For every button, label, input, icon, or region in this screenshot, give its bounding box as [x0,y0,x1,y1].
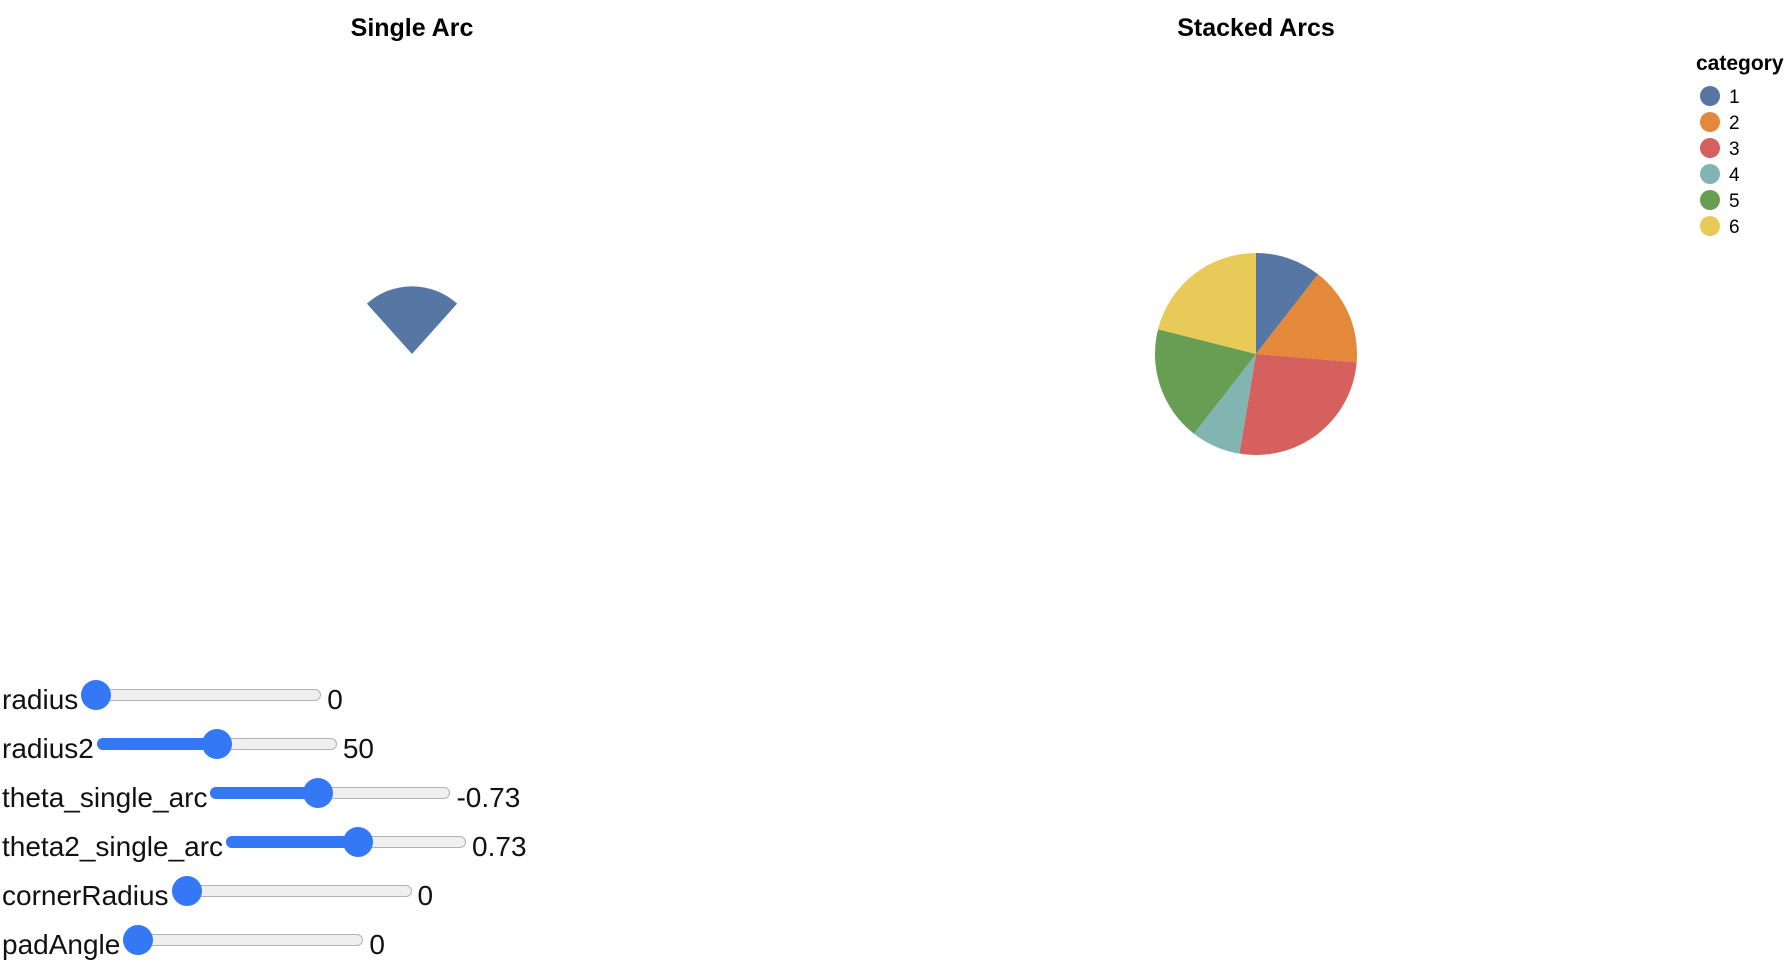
slider-track [171,884,412,897]
slider-fill [96,737,217,750]
legend-swatch-1 [1700,86,1720,106]
radius2-slider[interactable] [96,723,337,763]
slider-thumb[interactable] [81,679,112,710]
slider-thumb[interactable] [123,924,154,955]
radius-slider[interactable] [81,674,322,714]
stacked-arcs-title: Stacked Arcs [1177,14,1335,42]
slider-thumb[interactable] [303,777,334,808]
control-row-theta2: theta2_single_arc 0.73 [0,822,700,871]
theta-single-arc-slider[interactable] [210,772,451,812]
pad-angle-slider[interactable] [123,919,364,959]
single-arc-title: Single Arc [351,14,474,42]
control-row-radius2: radius2 50 [0,724,700,773]
single-arc-wedge [366,286,458,354]
radius-value: 0 [327,683,343,715]
pie-slice-6 [1158,253,1256,354]
legend-swatch-5 [1700,190,1720,210]
slider-track [81,688,322,701]
single-arc-chart: Single Arc [351,14,474,354]
theta2-single-arc-slider[interactable] [226,821,467,861]
slider-thumb[interactable] [171,875,202,906]
radius2-label: radius2 [2,732,94,764]
legend-swatch-3 [1700,138,1720,158]
theta2-single-arc-value: 0.73 [472,830,527,862]
theta-single-arc-value: -0.73 [456,781,521,813]
slider-track [123,933,364,946]
pie-slice-5 [1155,329,1256,434]
theta2-single-arc-label: theta2_single_arc [2,830,224,862]
stacked-arcs-marks [1155,253,1357,455]
corner-radius-slider[interactable] [171,870,412,910]
control-row-pad-angle: padAngle 0 [0,920,700,969]
legend-label-2: 2 [1729,113,1740,134]
control-row-theta: theta_single_arc -0.73 [0,773,700,822]
legend-label-6: 6 [1729,217,1740,238]
slider-fill [226,835,359,848]
control-row-corner-radius: cornerRadius 0 [0,871,700,920]
control-row-radius: radius 0 [0,675,700,724]
legend-label-1: 1 [1729,87,1740,108]
pie-slice-1 [1256,253,1319,354]
stacked-arcs-chart: Stacked Arcs [1155,14,1357,455]
arc-controls: radius 0 radius2 50 theta_single_arc -0.… [0,675,700,969]
radius2-value: 50 [342,732,374,764]
legend-label-3: 3 [1729,139,1740,160]
charts-canvas: Single Arc Stacked Arcs category 1 2 3 4 5 6 [351,14,1784,455]
pie-slice-3 [1239,354,1357,455]
legend-label-5: 5 [1729,191,1740,212]
legend-items: 1 2 3 4 5 6 [1700,86,1740,238]
legend-title: category [1696,52,1784,75]
legend-swatch-6 [1700,216,1720,236]
single-arc-marks [366,286,458,354]
corner-radius-label: cornerRadius [2,879,169,911]
slider-thumb[interactable] [343,826,374,857]
corner-radius-value: 0 [417,879,434,911]
legend-label-4: 4 [1729,165,1740,186]
pie-slice-2 [1256,274,1357,363]
legend: category 1 2 3 4 5 6 [1696,52,1784,238]
slider-fill [210,786,319,799]
pie-slice-4 [1193,354,1256,454]
pad-angle-label: padAngle [2,928,121,960]
theta-single-arc-label: theta_single_arc [2,781,208,813]
legend-swatch-4 [1700,164,1720,184]
pad-angle-value: 0 [369,928,385,960]
legend-swatch-2 [1700,112,1720,132]
slider-thumb[interactable] [201,728,232,759]
radius-label: radius [2,683,79,715]
